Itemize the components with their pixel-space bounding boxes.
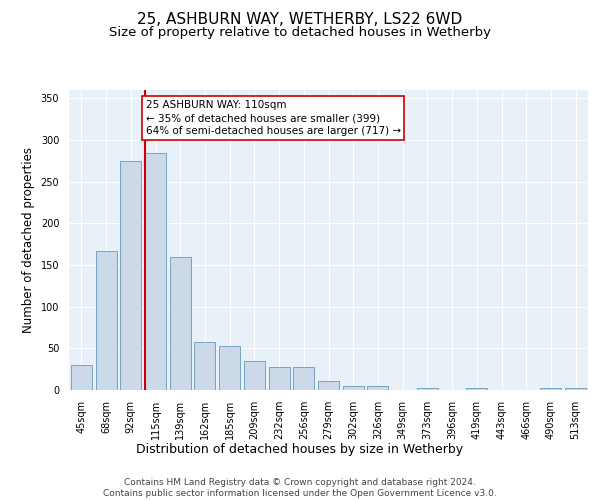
Bar	[343, 386, 364, 390]
Bar	[417, 388, 438, 390]
Bar	[194, 342, 215, 390]
Bar	[244, 361, 265, 390]
Text: Distribution of detached houses by size in Wetherby: Distribution of detached houses by size …	[136, 442, 464, 456]
Text: Size of property relative to detached houses in Wetherby: Size of property relative to detached ho…	[109, 26, 491, 39]
Bar	[466, 388, 487, 390]
Bar	[293, 366, 314, 390]
Bar	[541, 388, 562, 390]
Bar	[565, 388, 586, 390]
Bar	[269, 366, 290, 390]
Text: 25 ASHBURN WAY: 110sqm
← 35% of detached houses are smaller (399)
64% of semi-de: 25 ASHBURN WAY: 110sqm ← 35% of detached…	[146, 100, 401, 136]
Bar	[318, 381, 339, 390]
Text: Contains HM Land Registry data © Crown copyright and database right 2024.
Contai: Contains HM Land Registry data © Crown c…	[103, 478, 497, 498]
Y-axis label: Number of detached properties: Number of detached properties	[22, 147, 35, 333]
Bar	[170, 256, 191, 390]
Bar	[145, 152, 166, 390]
Text: 25, ASHBURN WAY, WETHERBY, LS22 6WD: 25, ASHBURN WAY, WETHERBY, LS22 6WD	[137, 12, 463, 28]
Bar	[219, 346, 240, 390]
Bar	[367, 386, 388, 390]
Bar	[120, 161, 141, 390]
Bar	[95, 251, 116, 390]
Bar	[71, 365, 92, 390]
